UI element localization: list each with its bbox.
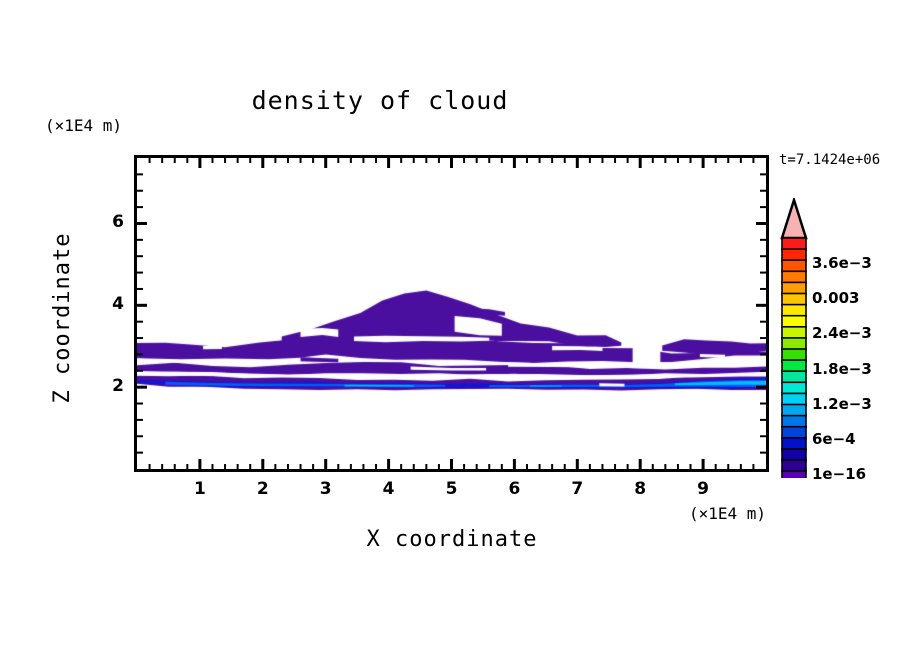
y-tick-label: 6 — [112, 212, 124, 233]
colorbar-tick-label: 0.003 — [812, 289, 860, 308]
colorbar-swatch — [781, 337, 807, 351]
page-title: density of cloud — [251, 86, 509, 115]
y-tick-label: 2 — [112, 376, 124, 397]
colorbar-swatch — [781, 392, 807, 406]
colorbar-tick-label: 2.4e−3 — [812, 324, 872, 343]
y-tick-label: 4 — [112, 294, 124, 315]
x-tick-label: 3 — [319, 479, 332, 499]
x-tick-label: 8 — [634, 479, 647, 499]
colorbar-swatch — [781, 248, 807, 262]
colorbar-overflow-arrow — [780, 195, 808, 240]
colorbar-swatch — [781, 281, 807, 295]
colorbar-swatch — [781, 237, 807, 251]
colorbar-swatch — [781, 348, 807, 362]
x-tick-label: 5 — [445, 479, 458, 499]
cloud-density-field — [137, 158, 766, 469]
x-tick-label: 1 — [193, 479, 206, 499]
colorbar-swatch — [781, 292, 807, 306]
colorbar-swatch — [781, 326, 807, 340]
colorbar-swatch — [781, 303, 807, 318]
timestamp-label: t=7.1424e+06 — [779, 152, 881, 168]
colorbar-swatch — [781, 437, 807, 451]
colorbar-swatch — [781, 414, 807, 429]
colorbar-swatch — [781, 370, 807, 384]
colorbar-swatch — [781, 470, 807, 484]
plot-area — [134, 155, 769, 472]
colorbar-swatch — [781, 448, 807, 462]
colorbar-tick-label: 6e−4 — [812, 430, 856, 448]
colorbar-tick-label: 1.8e−3 — [812, 359, 872, 378]
colorbar-tick-label: 1.2e−3 — [812, 394, 872, 413]
colorbar-swatch — [781, 359, 807, 373]
colorbar-tick-label: 1e−16 — [812, 465, 867, 484]
x-axis-title: X coordinate — [366, 527, 538, 552]
x-tick-label: 9 — [697, 479, 710, 499]
colorbar-swatch — [781, 314, 807, 329]
colorbar-swatches — [780, 195, 808, 484]
colorbar — [779, 195, 819, 484]
colorbar-tick-label: 3.6e−3 — [812, 254, 872, 272]
colorbar-swatch — [781, 459, 807, 473]
y-axis-unit-label: (×1E4 m) — [45, 116, 123, 135]
colorbar-swatch — [781, 381, 807, 395]
colorbar-swatch — [781, 259, 807, 273]
x-tick-label: 2 — [256, 479, 269, 499]
y-axis-title: Z coordinate — [50, 232, 75, 404]
x-tick-label: 7 — [571, 479, 584, 499]
colorbar-swatch — [781, 270, 807, 284]
colorbar-swatch — [781, 425, 807, 440]
x-tick-label: 4 — [382, 479, 395, 499]
x-tick-label: 6 — [508, 479, 521, 499]
x-axis-unit-label: (×1E4 m) — [689, 504, 767, 523]
colorbar-swatch — [781, 403, 807, 417]
